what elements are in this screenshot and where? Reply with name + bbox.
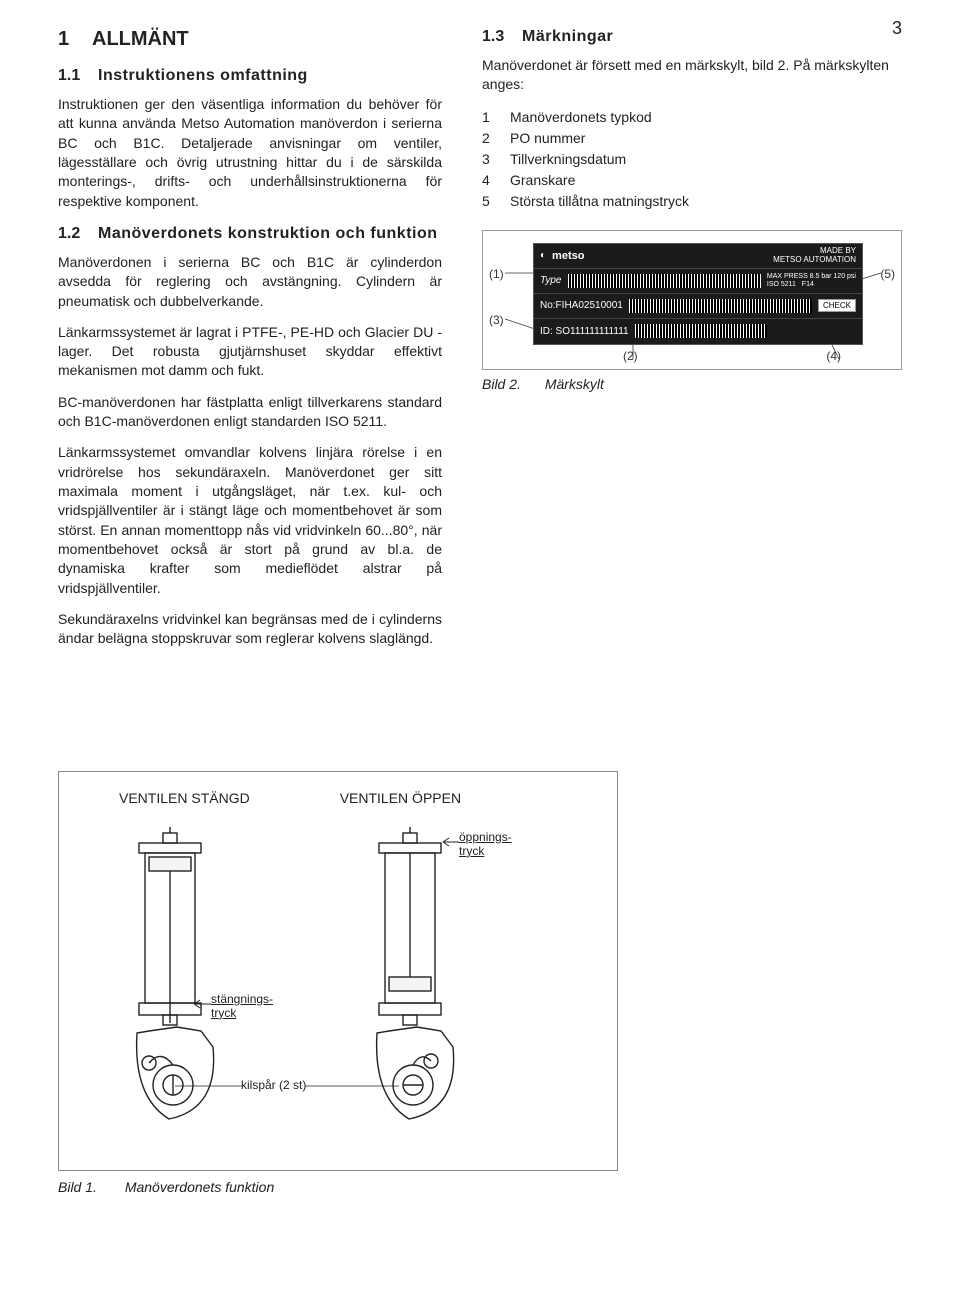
caption-bild-1: Bild 1. Manöverdonets funktion xyxy=(58,1179,902,1195)
page-number: 3 xyxy=(892,18,902,39)
plate-check: CHECK xyxy=(818,299,856,312)
para-1-2-c: BC-manöverdonen har fästplatta enligt ti… xyxy=(58,393,442,432)
heading-1-text: ALLMÄNT xyxy=(92,28,189,50)
barcode-icon xyxy=(635,324,768,338)
plate-id: ID: SO111111111111 xyxy=(540,326,629,337)
annot-open-pressure: öppnings- tryck xyxy=(459,830,512,859)
figure-label-plate: (1) (3) (5) (2) (4) ◐ metso xyxy=(482,230,902,370)
nameplate: ◐ metso MADE BY METSO AUTOMATION Type MA… xyxy=(533,243,863,345)
label-open: VENTILEN ÖPPEN xyxy=(340,790,461,806)
plate-type-label: Type xyxy=(540,275,562,286)
barcode-icon xyxy=(629,299,812,313)
para-1-2-a: Manöverdonen i serierna BC och B1C är cy… xyxy=(58,253,442,311)
caption-1-b: Manöverdonets funktion xyxy=(125,1179,274,1195)
heading-1-1: 1.1 Instruktionens omfattning xyxy=(58,67,442,85)
barcode-icon xyxy=(568,274,761,288)
heading-1-1-number: 1.1 xyxy=(58,67,98,85)
heading-1-2: 1.2 Manöverdonets konstruktion och funkt… xyxy=(58,225,442,243)
plate-brand: metso xyxy=(552,250,584,262)
list-item: 3Tillverkningsdatum xyxy=(482,149,902,170)
heading-1-1-text: Instruktionens omfattning xyxy=(98,67,308,85)
annot-close-pressure: stängnings- tryck xyxy=(211,992,273,1021)
marking-list: 1Manöverdonets typkod 2PO nummer 3Tillve… xyxy=(482,107,902,212)
callout-2: (2) xyxy=(623,349,638,363)
list-item: 2PO nummer xyxy=(482,128,902,149)
list-item: 1Manöverdonets typkod xyxy=(482,107,902,128)
para-1-2-e: Sekundäraxelns vridvinkel kan begränsas … xyxy=(58,610,442,649)
right-column: 1.3 Märkningar Manöverdonet är försett m… xyxy=(482,28,902,661)
heading-1-2-number: 1.2 xyxy=(58,225,98,243)
heading-1-3-text: Märkningar xyxy=(522,28,613,46)
figure-1-box: VENTILEN STÄNGD VENTILEN ÖPPEN xyxy=(58,771,618,1171)
list-item: 4Granskare xyxy=(482,170,902,191)
callout-5: (5) xyxy=(880,267,895,281)
caption-2-b: Märkskylt xyxy=(545,376,604,392)
heading-1-number: 1 xyxy=(58,28,92,51)
heading-1-allmant: 1ALLMÄNT xyxy=(58,28,442,51)
para-1-2-d: Länkarmssystemet omvandlar kolvens linjä… xyxy=(58,443,442,598)
list-item: 5Största tillåtna matningstryck xyxy=(482,191,902,212)
plate-made-by2: METSO AUTOMATION xyxy=(773,255,856,264)
caption-2-a: Bild 2. xyxy=(482,376,521,392)
para-1-2-b: Länkarmssystemet är lagrat i PTFE-, PE-H… xyxy=(58,323,442,381)
label-closed: VENTILEN STÄNGD xyxy=(119,790,250,806)
caption-bild-2: Bild 2. Märkskylt xyxy=(482,376,902,392)
para-1-3-intro: Manöverdonet är försett med en märkskylt… xyxy=(482,56,902,95)
para-1-1: Instruktionen ger den väsentliga informa… xyxy=(58,95,442,211)
leader-lines xyxy=(159,1072,399,1112)
callout-1: (1) xyxy=(489,267,504,281)
plate-iso: ISO 5211 xyxy=(767,281,796,288)
heading-1-3: 1.3 Märkningar xyxy=(482,28,902,46)
brand-icon: ◐ xyxy=(540,250,546,261)
plate-made-by: MADE BY xyxy=(820,246,856,255)
plate-no: No:FIHA02510001 xyxy=(540,300,623,311)
left-column: 1ALLMÄNT 1.1 Instruktionens omfattning I… xyxy=(58,28,442,661)
callout-4: (4) xyxy=(826,349,841,363)
heading-1-3-number: 1.3 xyxy=(482,28,522,46)
heading-1-2-text: Manöverdonets konstruktion och funktion xyxy=(98,225,438,243)
plate-f14: F14 xyxy=(802,281,814,288)
caption-1-a: Bild 1. xyxy=(58,1179,97,1195)
callout-3: (3) xyxy=(489,313,504,327)
plate-max-press: MAX PRESS 8.5 bar 120 psi xyxy=(767,273,856,280)
